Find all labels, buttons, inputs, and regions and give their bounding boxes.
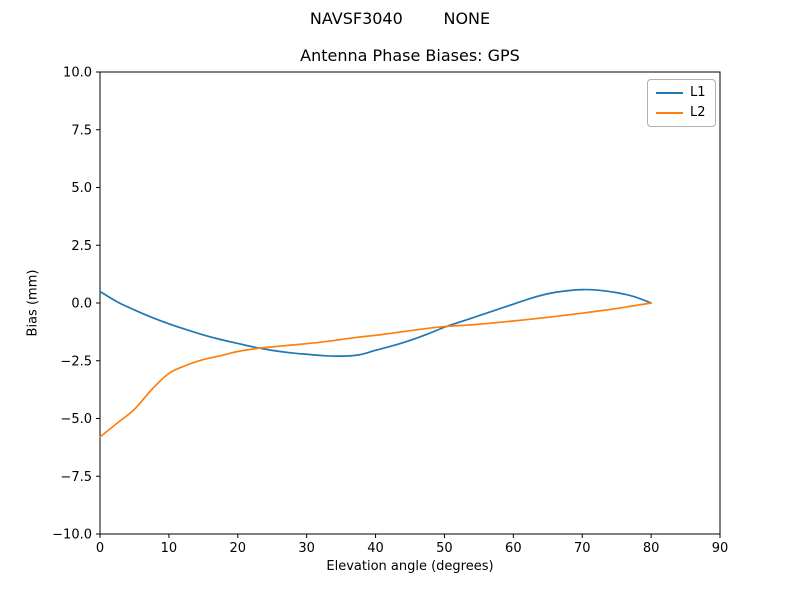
x-tick-label: 80 — [643, 541, 660, 556]
legend-label: L2 — [690, 105, 706, 120]
axes-frame — [99, 71, 721, 535]
legend-entry: L2 — [656, 105, 706, 121]
x-tick-label: 50 — [436, 541, 453, 556]
axes-title: Antenna Phase Biases: GPS — [300, 46, 520, 65]
y-tick-label: 2.5 — [71, 239, 92, 254]
x-tick-label: 30 — [298, 541, 315, 556]
x-tick-label: 90 — [712, 541, 729, 556]
legend-entry: L1 — [656, 85, 706, 101]
legend: L1 L2 — [647, 79, 716, 127]
legend-label: L1 — [690, 85, 706, 100]
legend-line-swatch-l2 — [656, 112, 683, 114]
x-tick-label: 10 — [161, 541, 178, 556]
y-tick-label: 10.0 — [63, 66, 92, 81]
y-tick-label: −10.0 — [52, 528, 92, 543]
y-tick-label: 5.0 — [71, 181, 92, 196]
x-tick-label: 0 — [96, 541, 104, 556]
y-tick-label: −5.0 — [60, 412, 92, 427]
x-tick-label: 70 — [574, 541, 591, 556]
x-tick-label: 60 — [505, 541, 522, 556]
series-line-l2 — [99, 302, 652, 438]
figure-suptitle: NAVSF3040 NONE — [309, 9, 491, 28]
x-tick-label: 20 — [230, 541, 247, 556]
legend-line-swatch-l1 — [656, 92, 683, 94]
y-tick-label: 7.5 — [71, 123, 92, 138]
y-tick-label: 0.0 — [71, 297, 92, 312]
y-tick-label: −7.5 — [60, 470, 92, 485]
y-tick-label: −2.5 — [60, 354, 92, 369]
y-axis-label: Bias (mm) — [25, 269, 41, 337]
series-line-l1 — [99, 288, 652, 358]
x-axis-label: Elevation angle (degrees) — [326, 559, 494, 574]
x-tick-label: 40 — [367, 541, 384, 556]
